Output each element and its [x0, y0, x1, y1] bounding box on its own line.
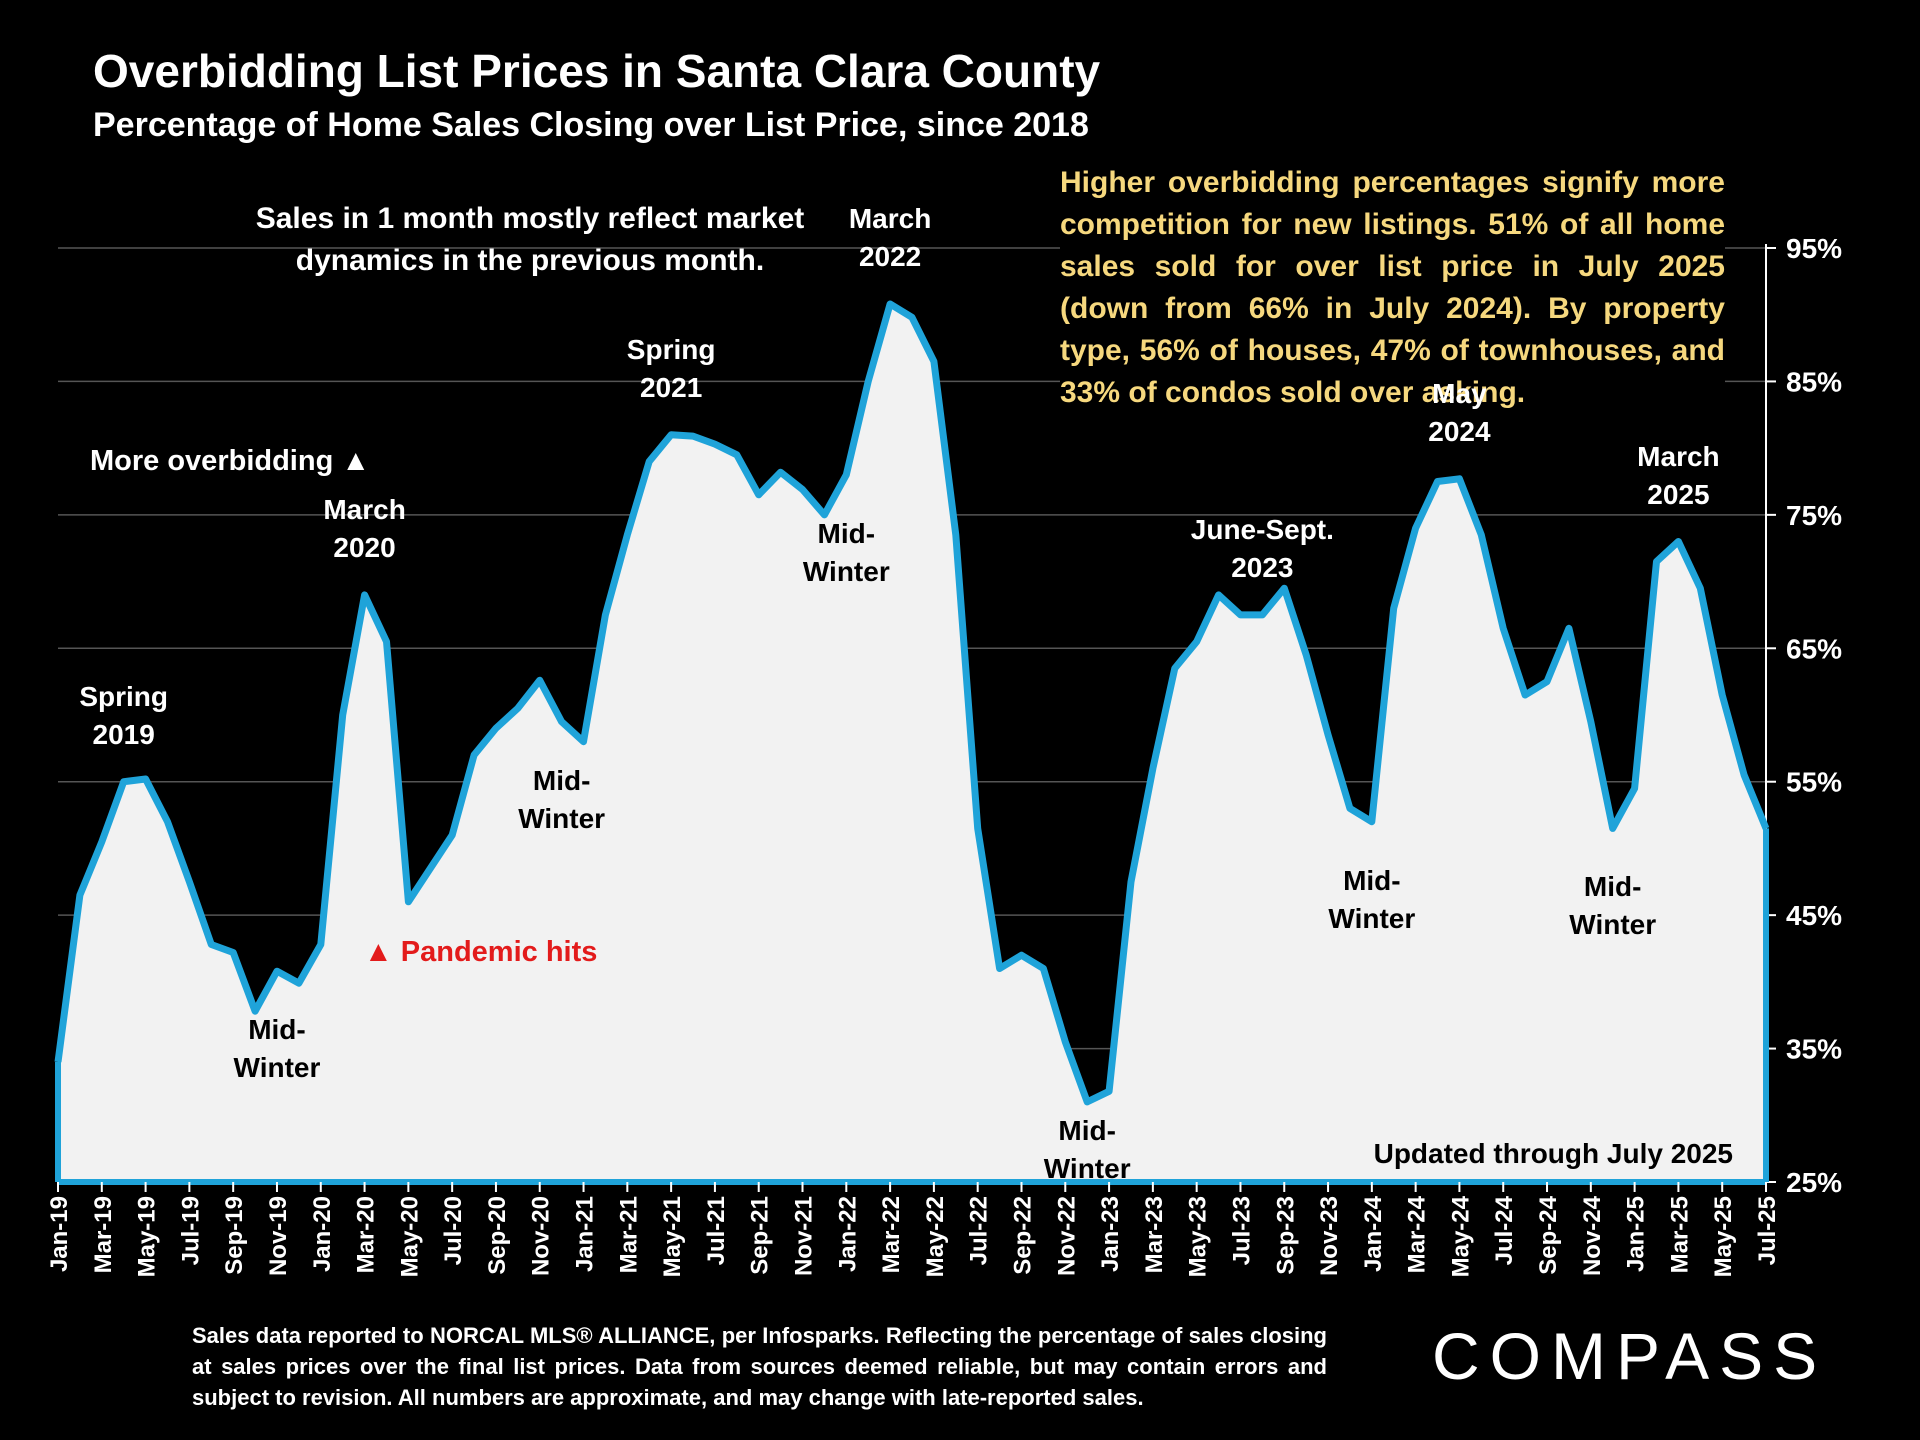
chart-subtitle: Percentage of Home Sales Closing over Li… [93, 106, 1089, 144]
xtick-label: Jan-23 [1097, 1196, 1124, 1272]
xtick-label: Jul-20 [440, 1196, 467, 1265]
xtick-label: Sep-23 [1272, 1196, 1299, 1275]
chart-annotation: Mid- Winter [802, 517, 890, 587]
xtick-label: Nov-23 [1316, 1196, 1343, 1276]
chart-annotation: Mid- Winter [1569, 871, 1657, 941]
area-fill [58, 304, 1766, 1182]
xtick-label: May-19 [134, 1196, 161, 1277]
xtick-label: Jul-23 [1228, 1196, 1255, 1265]
xtick-label: Sep-20 [484, 1196, 511, 1275]
xtick-label: Sep-19 [221, 1196, 248, 1275]
xtick-label: Nov-22 [1053, 1196, 1080, 1276]
xtick-label: Mar-24 [1404, 1195, 1431, 1273]
overbidding-summary-note: Higher overbidding percentages signify m… [1060, 160, 1725, 416]
xtick-label: Mar-19 [90, 1196, 117, 1273]
xtick-label: Sep-21 [747, 1196, 774, 1275]
xtick-label: May-20 [396, 1196, 423, 1277]
series-line [54, 300, 1770, 1106]
chart-annotation: May 2024 [1428, 377, 1491, 447]
more-overbidding-label: More overbidding ▲ [90, 445, 371, 477]
updated-through-label: Updated through July 2025 [1373, 1138, 1733, 1169]
chart-annotation: Mid- Winter [1043, 1114, 1131, 1184]
xtick-label: May-22 [922, 1196, 949, 1277]
chart-annotation: June-Sept. 2023 [1190, 513, 1334, 583]
xtick-label: Mar-22 [878, 1196, 905, 1273]
xtick-label: Sep-22 [1009, 1196, 1036, 1275]
chart-annotation: March 2022 [848, 203, 932, 273]
ytick-label: 45% [1786, 900, 1842, 931]
xtick-label: Jan-22 [834, 1196, 861, 1272]
chart-annotation: Mid- Winter [518, 764, 606, 834]
xtick-label: Mar-25 [1666, 1196, 1693, 1273]
xtick-label: Sep-24 [1535, 1195, 1562, 1274]
xtick-label: Jul-24 [1491, 1195, 1518, 1265]
xtick-label: Jul-19 [177, 1196, 204, 1265]
compass-logo: COMPASS [1432, 1319, 1828, 1393]
chart-annotation: Spring 2021 [626, 333, 716, 403]
source-footnote: Sales data reported to NORCAL MLS® ALLIA… [192, 1323, 1327, 1410]
xtick-label: May-25 [1710, 1196, 1737, 1277]
xtick-label: May-21 [659, 1196, 686, 1277]
ytick-label: 85% [1786, 366, 1842, 397]
xtick-label: May-23 [1185, 1196, 1212, 1277]
ytick-label: 35% [1786, 1034, 1842, 1065]
xtick-label: Jan-19 [46, 1196, 73, 1272]
pandemic-hits-label: ▲ Pandemic hits [364, 936, 598, 968]
ytick-label: 55% [1786, 767, 1842, 798]
xtick-label: Jan-25 [1623, 1196, 1650, 1272]
xtick-label: Jan-20 [309, 1196, 336, 1272]
xtick-label: Jan-21 [572, 1196, 599, 1272]
xtick-label: May-24 [1447, 1195, 1474, 1277]
xtick-label: Jul-22 [966, 1196, 993, 1265]
chart-annotation: Spring 2019 [79, 680, 169, 750]
chart-annotation: March 2025 [1637, 440, 1720, 510]
xtick-label: Mar-21 [615, 1196, 642, 1273]
chart-title: Overbidding List Prices in Santa Clara C… [93, 45, 1101, 97]
ytick-label: 25% [1786, 1167, 1842, 1198]
ytick-label: 65% [1786, 633, 1842, 664]
ytick-label: 95% [1786, 233, 1842, 264]
chart-annotation: March 2020 [323, 493, 406, 563]
xtick-label: Jul-25 [1754, 1196, 1781, 1265]
xtick-label: Jul-21 [703, 1196, 730, 1265]
market-dynamics-note: Sales in 1 month mostly reflect market d… [255, 202, 805, 277]
xtick-label: Jan-24 [1360, 1195, 1387, 1272]
xtick-label: Nov-21 [791, 1196, 818, 1276]
xtick-label: Nov-24 [1579, 1195, 1606, 1276]
chart-annotation: Mid- Winter [1328, 864, 1416, 934]
xtick-label: Nov-20 [528, 1196, 555, 1276]
ytick-label: 75% [1786, 500, 1842, 531]
xtick-label: Nov-19 [265, 1196, 292, 1276]
xtick-label: Mar-23 [1141, 1196, 1168, 1273]
xtick-label: Mar-20 [353, 1196, 380, 1273]
chart-annotation: Mid- Winter [233, 1014, 321, 1084]
